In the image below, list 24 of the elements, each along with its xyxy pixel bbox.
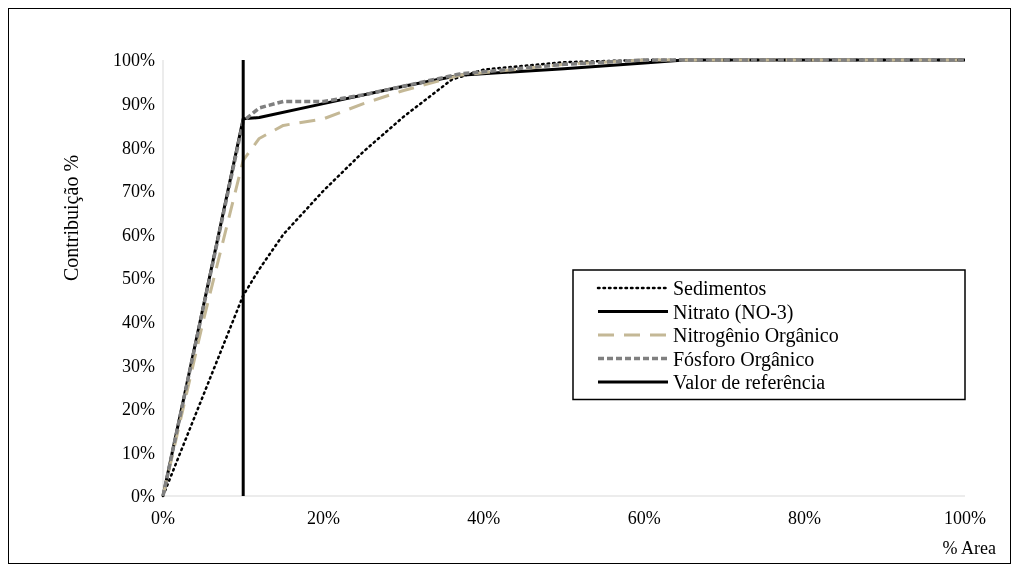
y-tick-label: 20%: [122, 399, 155, 420]
y-tick-label: 70%: [122, 181, 155, 202]
legend-label: Fósforo Orgânico: [673, 347, 815, 371]
y-tick-label: 90%: [122, 93, 155, 114]
legend-label: Sedimentos: [673, 277, 767, 299]
y-tick-label: 0%: [131, 486, 155, 507]
y-tick-label: 40%: [122, 311, 155, 332]
x-tick-label: 0%: [151, 508, 175, 528]
y-tick-label: 30%: [122, 355, 155, 376]
x-tick-label: 40%: [467, 508, 501, 528]
y-tick-label: 100%: [113, 50, 155, 71]
x-axis-title: % Area: [942, 538, 996, 558]
x-tick-label: 60%: [627, 508, 661, 528]
legend-label: Nitrogênio Orgânico: [673, 324, 839, 347]
x-tick-label: 100%: [944, 508, 986, 528]
x-tick-label: 20%: [306, 508, 340, 528]
legend-label: Nitrato (NO-3): [673, 300, 794, 324]
y-tick-label: 80%: [122, 137, 155, 158]
y-axis-title: Contribuição %: [60, 154, 83, 282]
y-tick-label: 50%: [122, 268, 155, 289]
x-tick-label: 80%: [788, 508, 822, 528]
y-tick-label: 60%: [122, 224, 155, 245]
legend-label: Valor de referência: [673, 371, 826, 393]
y-tick-label: 10%: [122, 442, 155, 463]
